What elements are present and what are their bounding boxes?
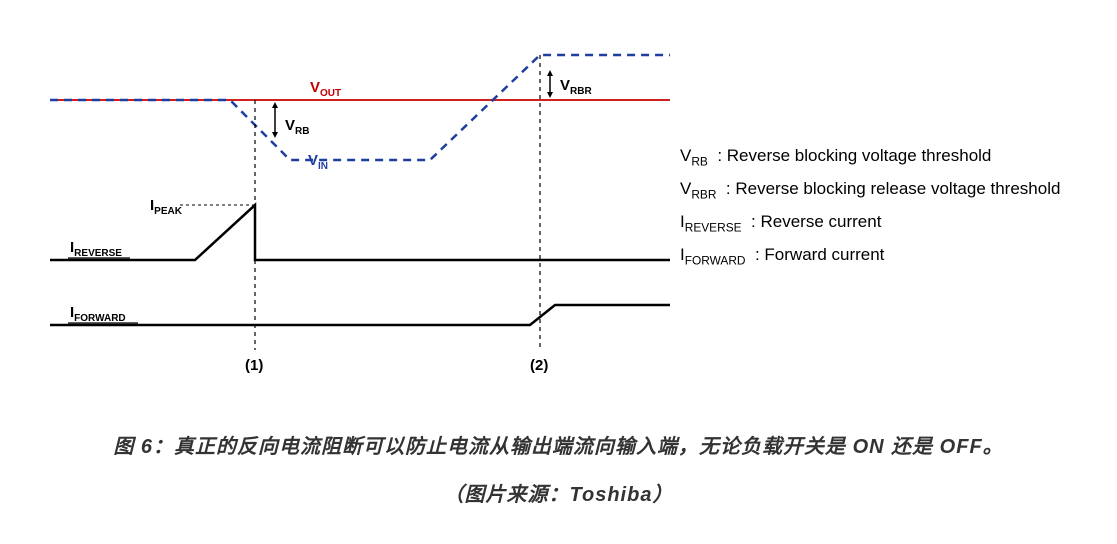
iforward-line (50, 305, 670, 325)
ipeak-label: IPEAK (150, 197, 183, 217)
legend-item: IFORWARD : Forward current (680, 239, 1100, 272)
vin-line (50, 55, 670, 160)
ireverse-label: IREVERSE (70, 239, 122, 259)
legend-item: VRB : Reverse blocking voltage threshold (680, 140, 1100, 173)
vout-label: VOUT (310, 79, 341, 99)
caption-line2: （图片来源：Toshiba） (0, 478, 1117, 507)
marker-2-label: (2) (530, 357, 548, 374)
vin-label: VIN (308, 152, 328, 172)
vrbr-arrowhead-up (547, 70, 553, 76)
vrb-arrowhead-up (272, 102, 278, 108)
legend-item: IREVERSE : Reverse current (680, 206, 1100, 239)
legend-item: VRBR : Reverse blocking release voltage … (680, 173, 1100, 206)
legend: VRB : Reverse blocking voltage threshold… (680, 140, 1100, 272)
marker-1-label: (1) (245, 357, 263, 374)
vrbr-arrowhead-down (547, 92, 553, 98)
iforward-label: IFORWARD (70, 304, 126, 324)
timing-diagram: VOUT VIN VRB VRBR IPEAK (50, 30, 670, 380)
vrb-label: VRB (285, 117, 309, 137)
ireverse-line (50, 205, 670, 260)
caption-line1: 图 6：真正的反向电流阻断可以防止电流从输出端流向输入端，无论负载开关是 ON … (0, 430, 1117, 459)
vrb-arrowhead-down (272, 132, 278, 138)
vrbr-label: VRBR (560, 77, 592, 97)
